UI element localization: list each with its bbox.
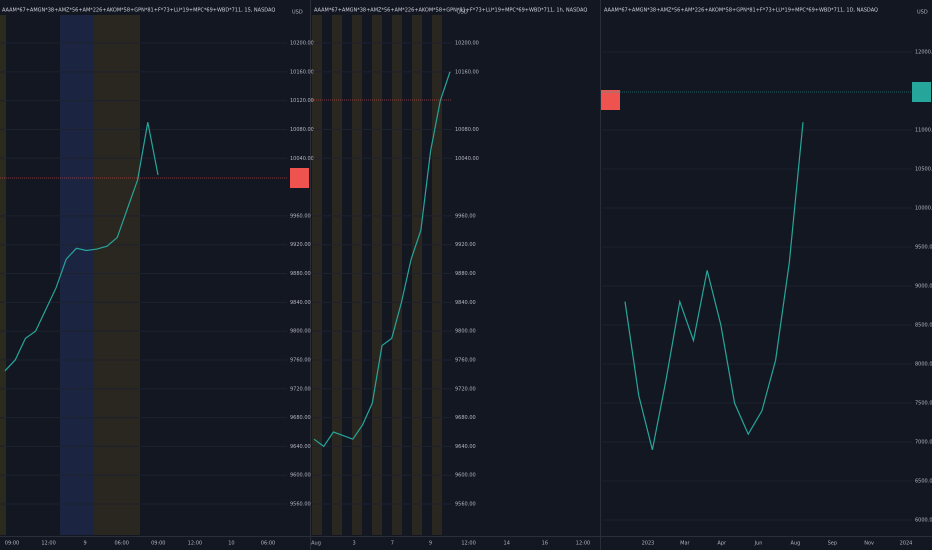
currency-label: USD [292, 10, 303, 16]
last-price-label [290, 168, 309, 188]
session-band [60, 15, 94, 535]
currency-label: USD [457, 10, 468, 16]
y-tick-label: 9720.00 [455, 386, 476, 392]
y-tick-label: 10500.00 [915, 166, 932, 172]
y-tick-label: 9760.00 [290, 357, 311, 363]
x-tick-label: 14 [504, 541, 510, 547]
x-tick-label: Nov [864, 541, 874, 547]
x-tick-label: 9 [84, 541, 87, 547]
chart-title: AAAM*67+AMGN*38+AMZ*56+AM*226+AKOM*58+GP… [314, 8, 587, 14]
y-tick-label: 6000.00 [915, 518, 932, 524]
price-line [4, 122, 159, 372]
x-tick-label: 9 [429, 541, 432, 547]
y-tick-label: 9640.00 [290, 444, 311, 450]
x-tick-label: 06:00 [261, 541, 275, 547]
x-tick-label: 2024 [900, 541, 913, 547]
y-tick-label: 9600.00 [290, 473, 311, 479]
price-line [624, 122, 804, 450]
y-tick-label: 9920.00 [455, 242, 476, 248]
y-tick-label: 10200.00 [290, 41, 314, 47]
y-tick-label: 9560.00 [455, 502, 476, 508]
x-tick-label: Sep [828, 541, 837, 547]
y-tick-label: 9800.00 [290, 329, 311, 335]
y-tick-label: 10040.00 [290, 156, 314, 162]
session-band [0, 15, 6, 535]
y-tick-label: 9800.00 [455, 329, 476, 335]
y-tick-label: 6500.00 [915, 479, 932, 485]
x-tick-label: Aug [311, 541, 321, 547]
chart-title: AAAM*67+AMGN*38+AMZ*56+AM*226+AKOM*58+GP… [604, 8, 878, 14]
y-tick-label: 8000.00 [915, 362, 932, 368]
y-tick-label: 10040.00 [455, 156, 479, 162]
x-tick-label: 09:00 [5, 541, 19, 547]
x-tick-label: 09:00 [151, 541, 165, 547]
y-tick-label: 7500.00 [915, 401, 932, 407]
y-tick-label: 9560.00 [290, 502, 311, 508]
y-tick-label: 12000.00 [915, 49, 932, 55]
y-tick-label: 10080.00 [455, 127, 479, 133]
y-tick-label: 9000.00 [915, 284, 932, 290]
y-tick-label: 10160.00 [455, 69, 479, 75]
x-tick-label: 10 [228, 541, 234, 547]
session-band [94, 15, 140, 535]
y-tick-label: 9840.00 [455, 300, 476, 306]
last-price-label [601, 90, 620, 110]
y-tick-label: 9840.00 [290, 300, 311, 306]
y-tick-label: 8500.00 [915, 323, 932, 329]
x-tick-label: 12:00 [576, 541, 590, 547]
y-tick-label: 10120.00 [290, 98, 314, 104]
y-tick-label: 9960.00 [290, 213, 311, 219]
x-tick-label: 12:00 [188, 541, 202, 547]
x-tick-label: 2023 [642, 541, 655, 547]
y-tick-label: 11000.00 [915, 127, 932, 133]
x-tick-label: 16 [542, 541, 548, 547]
x-tick-label: 12:00 [461, 541, 475, 547]
y-tick-label: 10000.00 [915, 205, 932, 211]
y-tick-label: 9880.00 [290, 271, 311, 277]
y-tick-label: 9600.00 [455, 473, 476, 479]
x-tick-label: Aug [791, 541, 801, 547]
y-tick-label: 9720.00 [290, 386, 311, 392]
y-tick-label: 9760.00 [455, 357, 476, 363]
y-tick-label: 10080.00 [290, 127, 314, 133]
x-tick-label: 06:00 [115, 541, 129, 547]
y-tick-label: 9920.00 [290, 242, 311, 248]
x-tick-label: Jun [754, 541, 763, 547]
y-tick-label: 7000.00 [915, 440, 932, 446]
x-tick-label: Mar [680, 541, 690, 547]
y-tick-label: 10200.00 [455, 41, 479, 47]
y-tick-label: 9960.00 [455, 213, 476, 219]
y-tick-label: 9640.00 [455, 444, 476, 450]
chart-title: AAAM*67+AMGN*38+AMZ*56+AM*226+AKOM*58+GP… [2, 8, 275, 14]
x-tick-label: 7 [391, 541, 394, 547]
x-tick-label: 3 [353, 541, 356, 547]
y-tick-label: 9500.00 [915, 244, 932, 250]
x-tick-label: Apr [717, 541, 727, 547]
x-tick-label: 12:00 [41, 541, 55, 547]
y-tick-label: 9680.00 [455, 415, 476, 421]
price-line [313, 71, 451, 448]
last-price-label [912, 82, 931, 102]
y-tick-label: 10160.00 [290, 69, 314, 75]
y-tick-label: 9680.00 [290, 415, 311, 421]
y-tick-label: 9880.00 [455, 271, 476, 277]
session-bands [312, 15, 442, 535]
currency-label: USD [917, 10, 928, 16]
